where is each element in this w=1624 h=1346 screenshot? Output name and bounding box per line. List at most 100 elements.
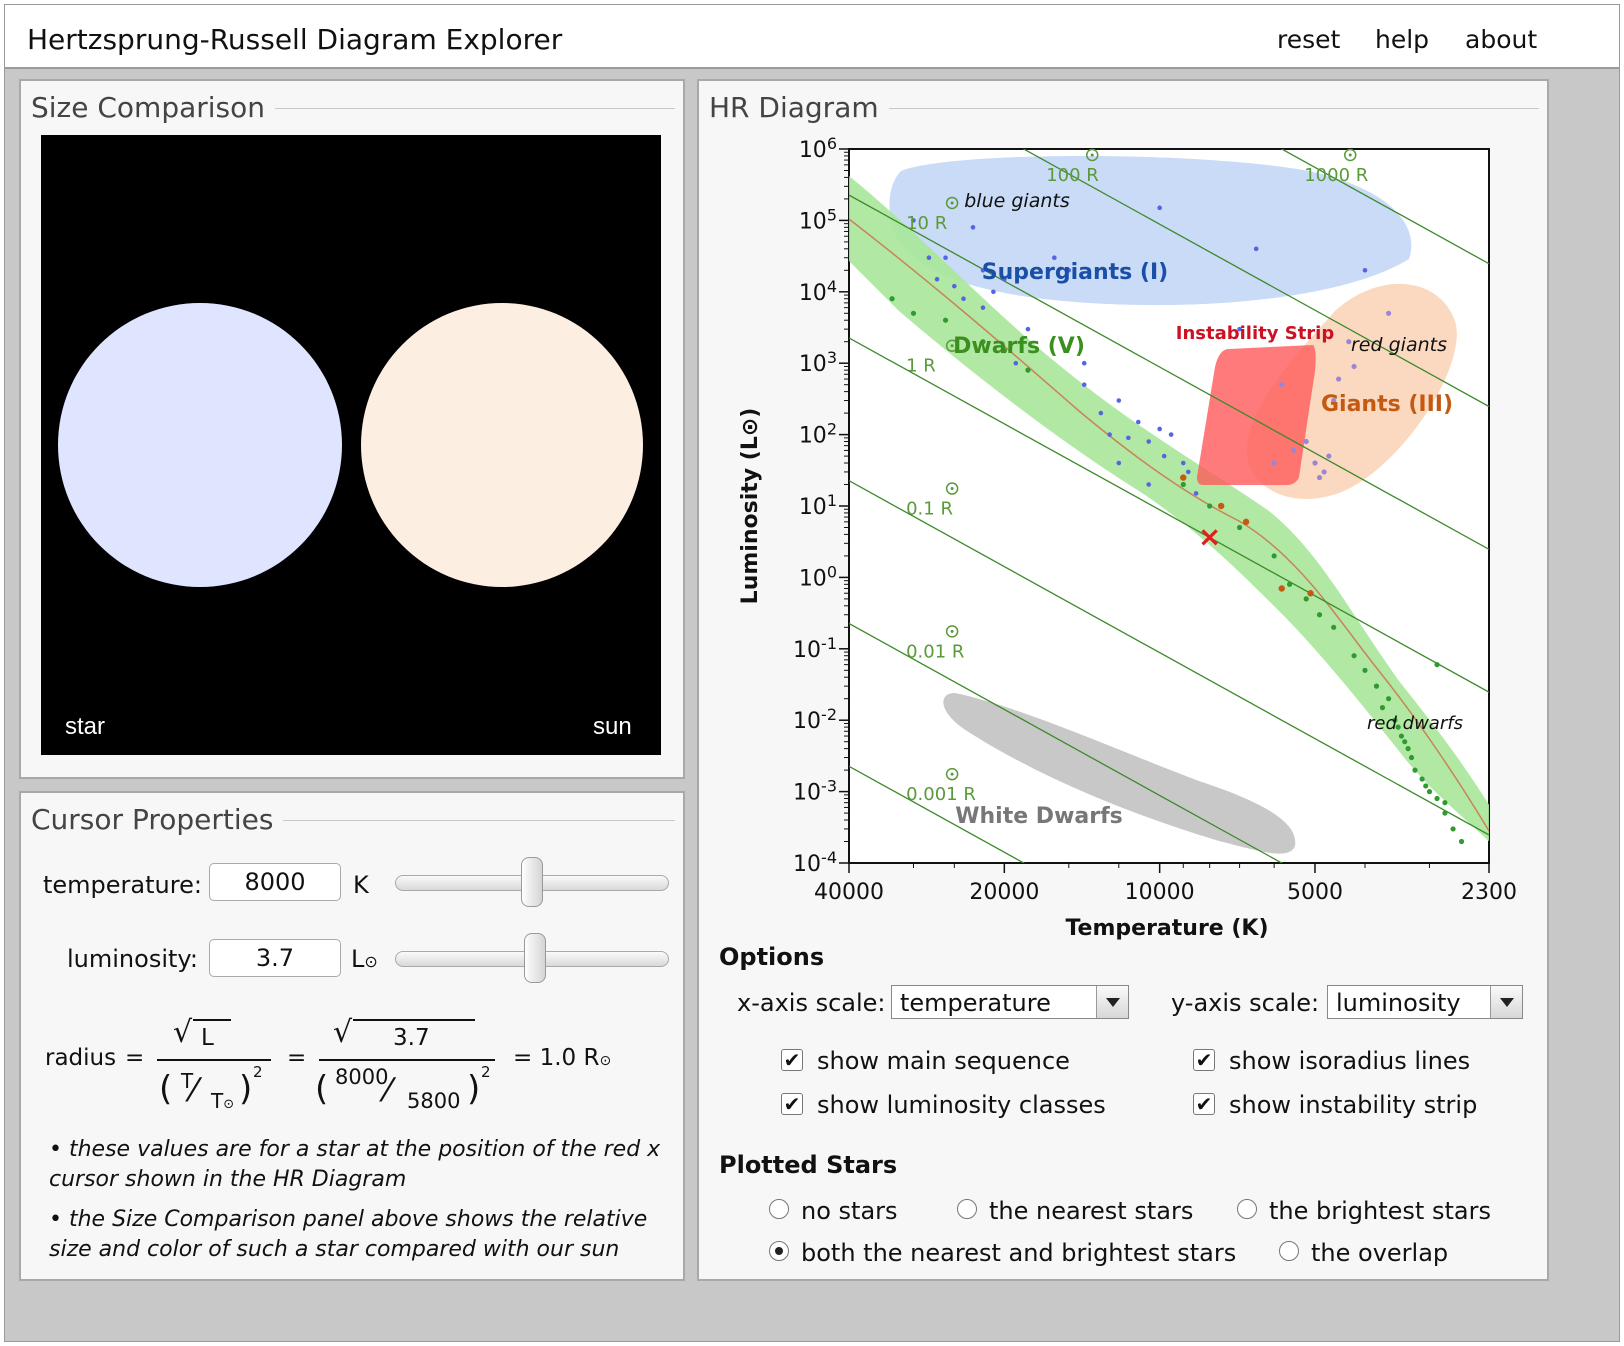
star-point-green — [1331, 624, 1337, 630]
star-point-blue — [1052, 255, 1057, 261]
zams-line — [849, 218, 1489, 832]
isoradius-label: 0.01 R — [906, 641, 964, 662]
brightest-stars-radio[interactable] — [1237, 1199, 1257, 1219]
star-point-green — [1408, 754, 1415, 761]
star-point-blue — [1025, 326, 1031, 332]
star-point-blue — [980, 305, 986, 310]
show-luminosity-classes-checkbox[interactable]: ✔ — [781, 1093, 803, 1115]
size-comparison-panel: Size Comparison star sun — [19, 79, 685, 779]
show-instability-strip-checkbox[interactable]: ✔ — [1193, 1093, 1215, 1115]
x-scale-select[interactable]: temperature — [891, 985, 1129, 1019]
panel-rule — [261, 108, 675, 109]
star-point-green — [1450, 826, 1456, 832]
sun-symbol-icon — [950, 201, 954, 205]
y-tick-label: 10-2 — [793, 705, 837, 734]
sun-symbol-icon — [1343, 148, 1357, 162]
star-point-orange — [1307, 590, 1314, 597]
star-point-green — [1362, 667, 1368, 673]
panel-rule — [879, 108, 1539, 109]
sun-symbol-icon — [950, 487, 954, 491]
sun-symbol-icon — [945, 482, 959, 495]
cursor-marker[interactable]: × — [1198, 520, 1221, 553]
exponent: 2 — [253, 1063, 263, 1081]
chevron-down-icon[interactable] — [1096, 986, 1128, 1018]
no-stars-radio[interactable] — [769, 1199, 789, 1219]
show-instability-strip-label[interactable]: show instability strip — [1229, 1091, 1478, 1119]
cursor-note: • these values are for a star at the pos… — [49, 1137, 661, 1192]
sqrt-sign: √ — [173, 1015, 193, 1050]
y-tick-label: 10-3 — [793, 777, 837, 806]
star-point-giant — [1346, 339, 1352, 345]
luminosity-symbol: L — [201, 1025, 214, 1051]
region-label: red giants — [1351, 334, 1447, 356]
x-tick-label: 2300 — [1461, 880, 1517, 905]
y-scale-select[interactable]: luminosity — [1327, 985, 1523, 1019]
nearest-and-brightest-radio[interactable] — [769, 1241, 789, 1261]
solar-temperature-value: 5800 — [407, 1089, 461, 1113]
region-label: Supergiants (I) — [982, 260, 1168, 285]
star-point-green — [910, 310, 917, 316]
no-stars-label[interactable]: no stars — [801, 1197, 898, 1225]
help-link[interactable]: help — [1375, 25, 1430, 54]
chevron-down-icon[interactable] — [1490, 986, 1522, 1018]
show-isoradius-lines-checkbox[interactable]: ✔ — [1193, 1049, 1215, 1071]
star-point-green — [1271, 553, 1277, 559]
panel-title: Size Comparison — [31, 91, 276, 124]
x-axis-ticks: 40000 20000 10000 5000 2300 — [814, 863, 1517, 905]
fraction-bar — [157, 1059, 271, 1061]
show-isoradius-lines-label[interactable]: show isoradius lines — [1229, 1047, 1471, 1075]
show-main-sequence-checkbox[interactable]: ✔ — [781, 1049, 803, 1071]
app-window: Hertzsprung-Russell Diagram Explorer res… — [4, 4, 1620, 1342]
temperature-input[interactable] — [209, 863, 341, 901]
hr-diagram-panel: HR Diagram 0.001 — [697, 79, 1549, 1281]
show-main-sequence-label[interactable]: show main sequence — [817, 1047, 1070, 1075]
y-tick-label: 10-4 — [793, 848, 837, 877]
star-disc — [58, 303, 342, 587]
star-point-blue — [1013, 360, 1019, 366]
nearest-stars-radio[interactable] — [957, 1199, 977, 1219]
star-point-orange — [1278, 585, 1285, 592]
star-point-giant — [1271, 460, 1277, 466]
y-scale-value: luminosity — [1336, 989, 1461, 1017]
region-label: red dwarfs — [1367, 713, 1463, 734]
star-point-green — [889, 296, 895, 302]
luminosity-input[interactable] — [209, 939, 341, 977]
luminosity-slider-thumb[interactable] — [523, 933, 546, 983]
star-point-blue — [934, 276, 940, 282]
star-point-green — [1423, 783, 1429, 789]
temperature-slider-thumb[interactable] — [521, 857, 543, 907]
sun-symbol: ⊙ — [364, 952, 378, 971]
size-comparison-view: star sun — [41, 135, 661, 755]
show-luminosity-classes-label[interactable]: show luminosity classes — [817, 1091, 1106, 1119]
x-scale-value: temperature — [900, 989, 1051, 1017]
y-axis-title: Luminosity (L⊙) — [738, 408, 763, 605]
plotted-stars — [889, 205, 1465, 845]
y-tick-label: 10-1 — [793, 634, 837, 663]
star-point-blue — [1116, 398, 1122, 403]
isoradius-label: 0.1 R — [906, 499, 953, 520]
y-scale-label: y-axis scale: — [1171, 989, 1320, 1017]
cursor-x-marker[interactable]: × — [1198, 520, 1221, 553]
region-label: Giants (III) — [1321, 392, 1453, 417]
star-point-blue — [1157, 426, 1162, 432]
star-point-blue — [1161, 453, 1167, 459]
x-axis-title: Temperature (K) — [1065, 916, 1268, 941]
brightest-stars-label[interactable]: the brightest stars — [1269, 1197, 1491, 1225]
hr-diagram-chart[interactable]: 0.001 R 0.01 R 0.1 R 1 R 10 R 100 R 1000 R Sup… — [699, 81, 1547, 951]
overlap-label[interactable]: the overlap — [1311, 1239, 1449, 1267]
about-link[interactable]: about — [1465, 25, 1538, 54]
star-point-giant — [1291, 447, 1297, 454]
sun-symbol-icon — [950, 629, 954, 633]
star-point-giant — [1279, 382, 1285, 388]
overlap-radio[interactable] — [1279, 1241, 1299, 1261]
star-point-blue — [1193, 491, 1199, 496]
star-point-blue — [1146, 482, 1152, 487]
star-point-blue — [1253, 246, 1259, 252]
reset-link[interactable]: reset — [1277, 25, 1341, 54]
size-note: • the Size Comparison panel above shows … — [49, 1207, 648, 1262]
exponent: 2 — [481, 1063, 491, 1081]
star-point-green — [942, 317, 949, 323]
nearest-stars-label[interactable]: the nearest stars — [989, 1197, 1194, 1225]
panel-title: Cursor Properties — [31, 803, 284, 836]
nearest-and-brightest-label[interactable]: both the nearest and brightest stars — [801, 1239, 1237, 1267]
